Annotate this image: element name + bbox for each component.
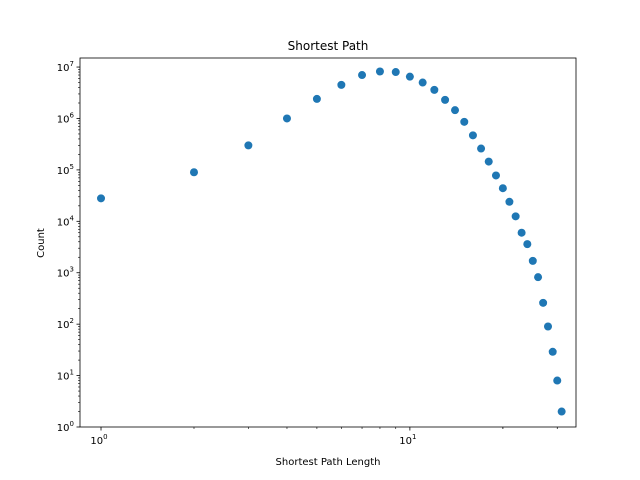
- x-tick-label-base: 10: [90, 436, 103, 447]
- data-point: [498, 184, 507, 193]
- y-tick-label: 103: [57, 266, 74, 280]
- data-point: [484, 157, 493, 166]
- data-point: [523, 240, 532, 249]
- y-tick-label: 106: [57, 111, 75, 125]
- data-point: [511, 212, 520, 221]
- data-point: [505, 197, 514, 206]
- chart-title: Shortest Path: [288, 39, 369, 53]
- axes-frame: [79, 57, 577, 428]
- data-point: [391, 68, 400, 77]
- y-tick-label-exponent: 0: [70, 420, 74, 428]
- data-point: [528, 256, 537, 265]
- x-tick-label-exponent: 1: [412, 433, 416, 441]
- data-point: [553, 376, 562, 385]
- y-tick-label-base: 10: [57, 372, 70, 383]
- y-tick-label: 100: [57, 420, 74, 434]
- data-point: [491, 171, 500, 180]
- x-axis-label: Shortest Path Length: [276, 457, 381, 468]
- y-tick-label-base: 10: [57, 423, 70, 434]
- data-point: [543, 322, 552, 331]
- y-tick-label-base: 10: [57, 63, 70, 74]
- data-point: [441, 95, 450, 104]
- plot-area: [79, 57, 577, 428]
- x-tick-label: 101: [399, 433, 416, 447]
- y-tick-label-exponent: 1: [70, 369, 74, 377]
- data-point: [557, 407, 566, 416]
- x-axis-ticks: 100 101: [90, 427, 558, 447]
- data-point: [460, 117, 469, 126]
- y-tick-label-exponent: 6: [70, 111, 75, 119]
- data-point: [477, 144, 486, 153]
- y-tick-label-exponent: 2: [70, 317, 74, 325]
- y-tick-label: 105: [57, 163, 74, 177]
- y-tick-label: 104: [57, 214, 75, 228]
- data-point: [517, 228, 526, 237]
- data-point: [282, 114, 291, 123]
- y-axis-label: Count: [36, 228, 47, 258]
- y-tick-label-exponent: 3: [70, 266, 74, 274]
- y-tick-label-exponent: 4: [70, 214, 75, 222]
- data-point: [312, 94, 321, 103]
- data-point: [244, 141, 253, 150]
- data-point: [468, 131, 477, 140]
- x-tick-label-exponent: 0: [103, 433, 107, 441]
- data-point: [337, 80, 346, 89]
- data-point: [358, 71, 367, 80]
- y-tick-label-exponent: 5: [70, 163, 74, 171]
- data-point: [189, 168, 198, 177]
- data-point: [375, 67, 384, 76]
- y-tick-label-base: 10: [57, 269, 70, 280]
- data-point: [97, 194, 106, 203]
- data-point: [418, 78, 427, 87]
- data-point: [534, 273, 543, 282]
- y-tick-label-base: 10: [57, 166, 70, 177]
- y-tick-label: 107: [57, 60, 74, 74]
- y-tick-label-base: 10: [57, 320, 70, 331]
- data-point: [405, 72, 414, 81]
- x-tick-label-base: 10: [399, 436, 412, 447]
- data-point: [430, 85, 439, 94]
- y-tick-label-exponent: 7: [70, 60, 74, 68]
- data-point: [539, 298, 548, 307]
- x-tick-label: 100: [90, 433, 107, 447]
- data-point: [451, 106, 460, 115]
- y-tick-label-base: 10: [57, 114, 70, 125]
- y-tick-label: 102: [57, 317, 74, 331]
- y-tick-label: 101: [57, 369, 74, 383]
- y-tick-label-base: 10: [57, 217, 70, 228]
- data-point: [548, 347, 557, 356]
